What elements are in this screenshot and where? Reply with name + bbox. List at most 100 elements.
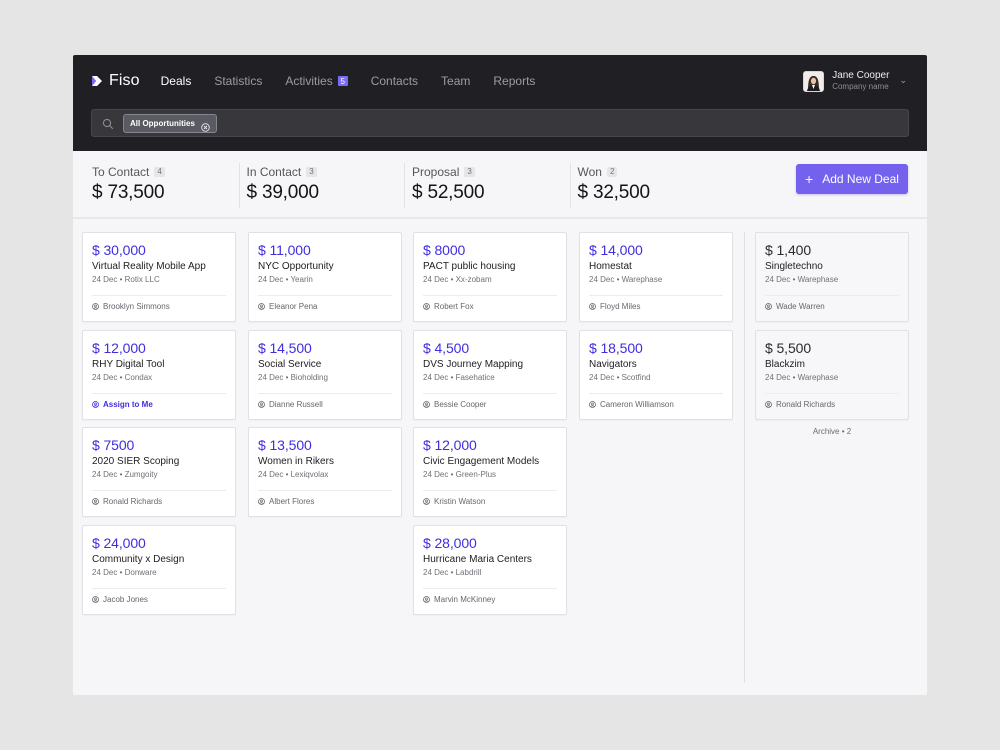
deal-card[interactable]: $ 7500 2020 SIER Scoping 24 Dec • Zumgoi… xyxy=(82,427,236,517)
deal-meta: 24 Dec • Donware xyxy=(92,567,157,577)
filter-chip-all-opportunities[interactable]: All Opportunities xyxy=(123,113,217,133)
stage-in-contact: In Contact 3 $ 39,000 xyxy=(238,163,405,208)
deals-app: Fiso Deals Statistics Activities 5 Conta… xyxy=(73,55,927,695)
deal-amount: $ 14,500 xyxy=(258,339,312,356)
deal-title: Community x Design xyxy=(92,553,185,565)
column-in-contact: $ 11,000 NYC Opportunity 24 Dec • Yearin… xyxy=(248,232,402,525)
deal-owner: Floyd Miles xyxy=(589,302,640,311)
deal-card[interactable]: $ 28,000 Hurricane Maria Centers 24 Dec … xyxy=(413,524,567,615)
nav-reports[interactable]: Reports xyxy=(493,74,535,88)
deal-amount: $ 18,500 xyxy=(589,339,643,356)
column-won: $ 14,000 Homestat 24 Dec • Warephase Flo… xyxy=(579,232,733,427)
search-bar[interactable]: All Opportunities xyxy=(91,109,909,137)
deal-card[interactable]: $ 8000 PACT public housing 24 Dec • Xx-z… xyxy=(413,232,567,322)
deal-title: Social Service xyxy=(258,358,322,370)
brand-name: Fiso xyxy=(109,72,140,89)
deal-card[interactable]: $ 18,500 Navigators 24 Dec • Scotfind Ca… xyxy=(579,329,733,420)
card-divider xyxy=(258,490,392,491)
owner-name: Robert Fox xyxy=(434,302,474,311)
user-circle-icon xyxy=(423,303,430,310)
nav-statistics[interactable]: Statistics xyxy=(214,74,262,88)
column-archive: $ 1,400 Singletechno 24 Dec • Warephase … xyxy=(755,232,909,436)
deal-amount: $ 12,000 xyxy=(423,437,477,453)
deal-amount: $ 8000 xyxy=(423,242,466,258)
deal-title: Virtual Reality Mobile App xyxy=(92,261,206,272)
deal-card[interactable]: $ 30,000 Virtual Reality Mobile App 24 D… xyxy=(82,232,236,322)
deal-owner: Wade Warren xyxy=(765,302,825,311)
card-divider xyxy=(92,587,226,589)
deal-amount: $ 28,000 xyxy=(423,534,477,551)
card-divider xyxy=(423,490,557,491)
deal-card[interactable]: $ 13,500 Women in Rikers 24 Dec • Lexiqv… xyxy=(248,427,402,517)
logo[interactable]: Fiso xyxy=(91,72,140,90)
card-divider xyxy=(92,295,226,296)
card-divider xyxy=(589,295,723,296)
owner-name: Ronald Richards xyxy=(776,399,836,409)
deal-amount: $ 5,500 xyxy=(765,339,812,356)
card-divider xyxy=(258,392,392,394)
user-circle-icon xyxy=(765,303,772,310)
deal-meta: 24 Dec • Rotix LLC xyxy=(92,275,160,284)
deal-title: Civic Engagement Models xyxy=(423,456,540,467)
deals-board: $ 30,000 Virtual Reality Mobile App 24 D… xyxy=(73,219,927,693)
stage-count-badge: 4 xyxy=(154,167,165,177)
deal-meta: 24 Dec • Bioholding xyxy=(258,372,328,382)
card-divider xyxy=(765,295,899,296)
deal-meta: 24 Dec • Green-Plus xyxy=(423,470,497,479)
deal-title: Singletechno xyxy=(765,261,823,272)
nav-team[interactable]: Team xyxy=(441,74,470,88)
deal-amount: $ 30,000 xyxy=(92,242,146,258)
user-circle-icon xyxy=(589,303,596,310)
owner-name: Albert Flores xyxy=(269,497,315,506)
deal-meta: 24 Dec • Zumgoity xyxy=(92,470,158,479)
deal-amount: $ 11,000 xyxy=(258,242,311,258)
nav-activities-label: Activities xyxy=(285,74,333,88)
archive-link[interactable]: Archive • 2 xyxy=(812,427,852,436)
deal-card[interactable]: $ 24,000 Community x Design 24 Dec • Don… xyxy=(82,524,236,615)
nav-contacts[interactable]: Contacts xyxy=(371,74,418,88)
stage-count-badge: 2 xyxy=(606,167,618,177)
deal-owner: Eleanor Pena xyxy=(258,302,317,311)
deal-card[interactable]: $ 5,500 Blackzim 24 Dec • Warephase Rona… xyxy=(755,329,909,420)
owner-name: Cameron Williamson xyxy=(600,399,674,409)
nav-activities[interactable]: Activities 5 xyxy=(285,74,348,88)
owner-name: Bessie Cooper xyxy=(434,399,487,409)
deal-title: RHY Digital Tool xyxy=(92,358,165,370)
deal-card[interactable]: $ 14,000 Homestat 24 Dec • Warephase Flo… xyxy=(579,232,733,322)
add-new-deal-label: Add New Deal xyxy=(822,172,899,186)
assign-to-me-link[interactable]: Assign to Me xyxy=(92,400,153,409)
deal-card[interactable]: $ 1,400 Singletechno 24 Dec • Warephase … xyxy=(755,232,909,322)
deal-card[interactable]: $ 12,000 RHY Digital Tool 24 Dec • Conda… xyxy=(82,329,236,420)
deal-title: Women in Rikers xyxy=(258,456,334,467)
user-info: Jane Cooper Company name xyxy=(832,70,889,92)
deal-meta: 24 Dec • Warephase xyxy=(765,275,839,284)
deal-owner: Bessie Cooper xyxy=(423,400,486,409)
deal-meta: 24 Dec • Warephase xyxy=(765,372,839,382)
deal-card[interactable]: $ 14,500 Social Service 24 Dec • Biohold… xyxy=(248,329,402,420)
deal-meta: 24 Dec • Lexiqvolax xyxy=(258,470,329,479)
card-divider xyxy=(423,392,557,394)
archive-divider xyxy=(744,232,745,683)
user-circle-icon xyxy=(92,595,99,603)
search-icon xyxy=(102,117,114,130)
close-circle-icon[interactable] xyxy=(201,119,210,132)
owner-name: Floyd Miles xyxy=(600,302,641,311)
deal-card[interactable]: $ 4,500 DVS Journey Mapping 24 Dec • Fas… xyxy=(413,329,567,420)
nav-deals[interactable]: Deals xyxy=(161,74,192,88)
filter-chip-label: All Opportunities xyxy=(130,118,195,128)
deal-title: Navigators xyxy=(589,358,637,370)
deal-title: Homestat xyxy=(589,261,632,272)
deal-owner: Cameron Williamson xyxy=(589,400,674,409)
user-circle-icon xyxy=(92,498,99,505)
stage-proposal: Proposal 3 $ 52,500 xyxy=(404,163,570,208)
top-bar: Fiso Deals Statistics Activities 5 Conta… xyxy=(73,55,927,151)
deal-owner: Kristin Watson xyxy=(423,497,485,506)
add-new-deal-button[interactable]: + Add New Deal xyxy=(796,164,908,194)
user-name: Jane Cooper xyxy=(832,70,890,81)
deal-card[interactable]: $ 11,000 NYC Opportunity 24 Dec • Yearin… xyxy=(248,232,402,322)
deal-meta: 24 Dec • Xx-zobam xyxy=(423,275,492,284)
deal-meta: 24 Dec • Labdrill xyxy=(423,567,482,577)
owner-name: Ronald Richards xyxy=(103,497,163,506)
user-menu[interactable]: Jane Cooper Company name ⌄ xyxy=(803,70,907,92)
deal-card[interactable]: $ 12,000 Civic Engagement Models 24 Dec … xyxy=(413,427,567,517)
